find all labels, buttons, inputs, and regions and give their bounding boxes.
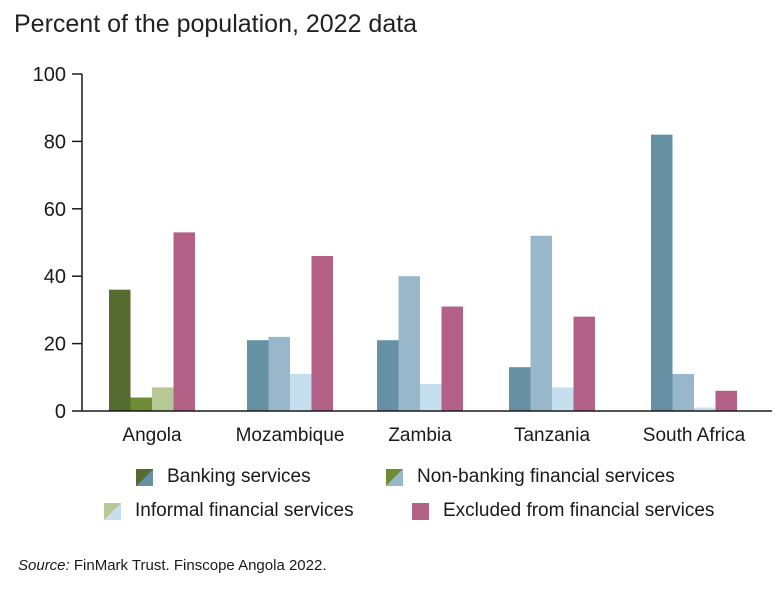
legend-label-non-banking: Non-banking financial services (417, 466, 675, 487)
bar-south-africa-excluded-from-financial-services (715, 390, 737, 411)
bar-zambia-banking-services (377, 340, 399, 411)
y-tick-label: 60 (44, 199, 66, 221)
y-tick-label: 40 (44, 266, 66, 288)
bar-angola-excluded-from-financial-services (173, 232, 195, 411)
x-tick-label: Mozambique (236, 425, 345, 446)
legend-swatch-banking (136, 468, 153, 486)
legend-item-informal: Informal financial services (104, 500, 354, 522)
bar-angola-banking-services (109, 289, 131, 411)
bar-mozambique-banking-services (247, 340, 269, 411)
y-tick-label: 20 (44, 334, 66, 356)
source-text: FinMark Trust. Finscope Angola 2022. (69, 557, 327, 574)
bar-mozambique-non-banking-financial-services (268, 336, 290, 411)
x-axis: Angola Mozambique Zambia Tanzania South Afri… (82, 410, 772, 446)
chart-title: Percent of the population, 2022 data (14, 10, 418, 38)
bar-tanzania-informal-financial-services (552, 387, 574, 411)
bar-south-africa-non-banking-financial-services (672, 373, 694, 411)
x-tick-label: Tanzania (514, 425, 590, 446)
bars (109, 134, 737, 411)
legend-label-informal: Informal financial services (135, 500, 354, 521)
source-note: Source: FinMark Trust. Finscope Angola 2… (18, 557, 327, 574)
x-tick-label: Angola (122, 425, 182, 446)
legend-item-non-banking: Non-banking financial services (386, 466, 675, 488)
bar-zambia-excluded-from-financial-services (441, 306, 463, 411)
bar-chart: 0 20 40 60 80 100 Angola Mozambique Zambia Tanza… (33, 64, 772, 446)
legend-swatch-informal (104, 502, 121, 520)
bar-mozambique-excluded-from-financial-services (311, 255, 333, 411)
legend-item-excluded: Excluded from financial services (412, 500, 714, 522)
bar-tanzania-non-banking-financial-services (530, 235, 552, 411)
bar-angola-informal-financial-services (152, 387, 174, 411)
bar-south-africa-informal-financial-services (694, 407, 716, 411)
bar-tanzania-excluded-from-financial-services (573, 316, 595, 411)
legend-item-banking: Banking services (136, 466, 311, 488)
bar-zambia-informal-financial-services (420, 384, 442, 411)
y-tick-label: 80 (44, 131, 66, 153)
y-axis: 0 20 40 60 80 100 (33, 64, 83, 423)
bar-south-africa-banking-services (651, 134, 673, 411)
bar-mozambique-informal-financial-services (290, 373, 312, 411)
legend-label-banking: Banking services (167, 466, 311, 487)
bar-angola-non-banking-financial-services (130, 397, 152, 411)
source-label: Source: (18, 557, 70, 574)
legend-label-excluded: Excluded from financial services (443, 500, 715, 521)
bar-zambia-non-banking-financial-services (398, 276, 420, 411)
x-tick-label: Zambia (388, 425, 452, 446)
legend-swatch-excluded (412, 502, 429, 520)
x-tick-label: South Africa (643, 425, 746, 446)
y-tick-label: 100 (33, 64, 66, 86)
bar-tanzania-banking-services (509, 367, 531, 411)
y-tick-label: 0 (55, 401, 66, 423)
legend-swatch-non-banking (386, 468, 403, 486)
